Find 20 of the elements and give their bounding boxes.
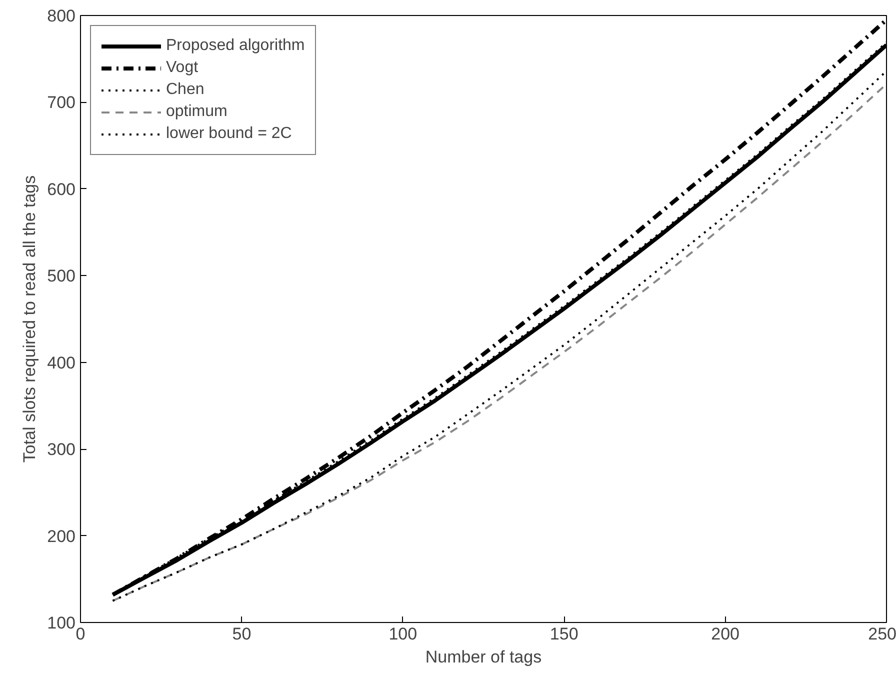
y-tick-label: 300 (47, 440, 76, 460)
y-axis-title: Total slots required to read all the tags (20, 175, 40, 463)
x-tick-label: 250 (868, 624, 896, 644)
x-tick-label: 100 (388, 624, 418, 644)
legend-label: lower bound = 2C (166, 125, 292, 143)
y-tick-label: 800 (47, 6, 76, 26)
y-tick-label: 400 (47, 353, 76, 372)
y-tick-label: 600 (47, 180, 76, 199)
y-tick-label: 700 (47, 93, 76, 112)
y-tick-label: 200 (47, 526, 76, 546)
x-tick-label: 0 (76, 624, 86, 644)
x-tick-label: 200 (711, 624, 740, 644)
x-tick-label: 150 (550, 624, 578, 644)
legend-label: optimum (166, 103, 228, 121)
legend-label: Vogt (166, 59, 198, 77)
x-axis-title: Number of tags (425, 648, 542, 666)
legend-label: Chen (166, 81, 204, 99)
x-tick-label: 50 (232, 624, 252, 644)
legend-label: Proposed algorithm (166, 37, 305, 55)
y-tick-label: 500 (47, 266, 76, 286)
